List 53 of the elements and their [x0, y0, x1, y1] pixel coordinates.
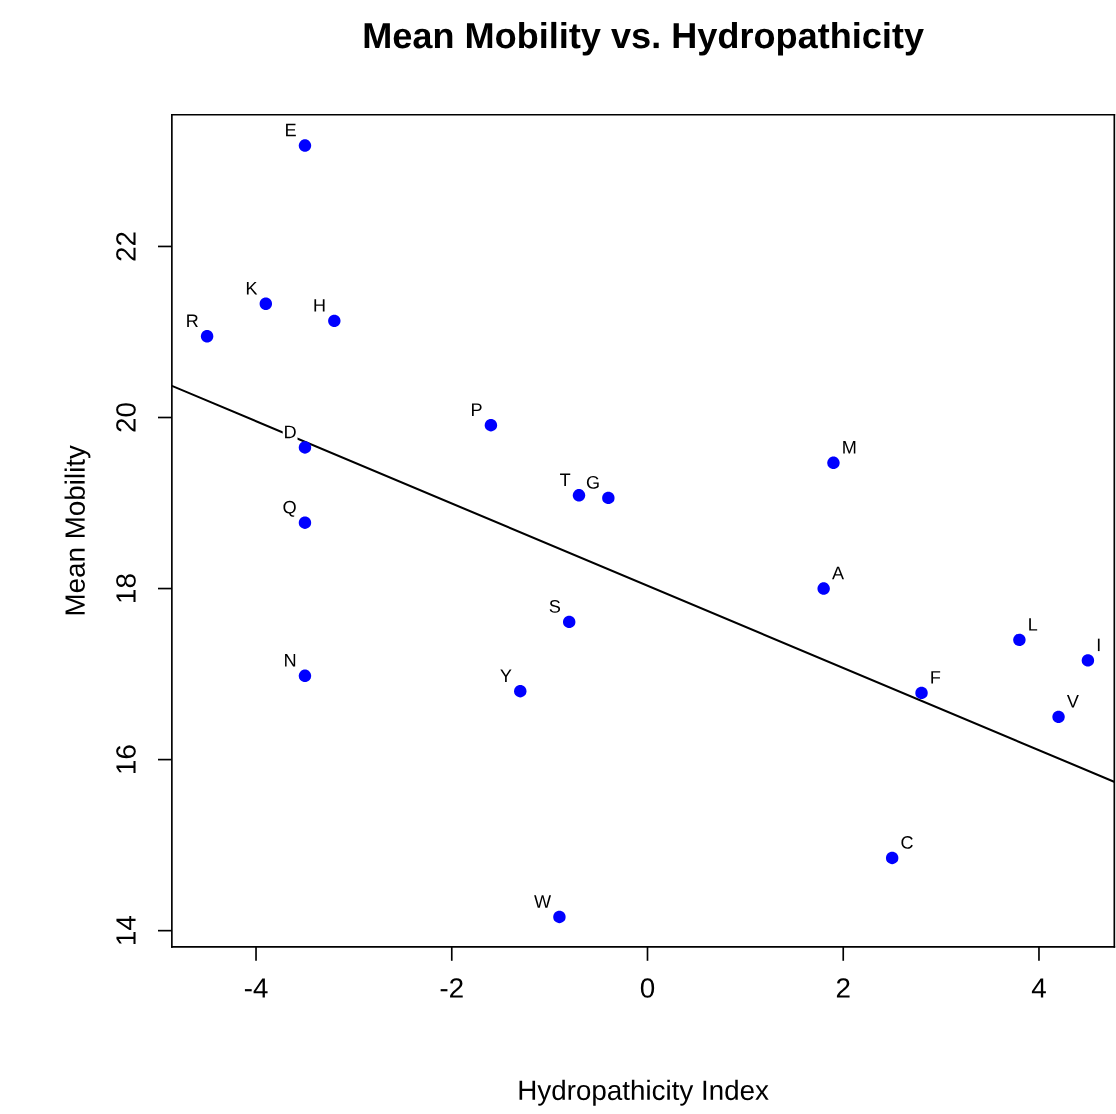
point — [827, 456, 840, 470]
point — [259, 297, 273, 310]
annotation: C — [901, 836, 913, 849]
y-tick-label: 16 — [116, 745, 136, 773]
point — [298, 669, 312, 682]
annotation: G — [586, 475, 599, 489]
point — [298, 139, 312, 152]
point — [1052, 710, 1065, 724]
x-tick-label: 0 — [640, 978, 655, 998]
y-axis-title: Mean Mobility — [64, 445, 91, 615]
y-tick-label: 20 — [116, 403, 136, 432]
annotation: L — [1029, 618, 1038, 631]
x-tick-label: -4 — [244, 978, 268, 998]
annotation: D — [285, 425, 296, 439]
x-tick-label: -2 — [440, 978, 463, 998]
point — [328, 314, 341, 328]
annotation: H — [314, 299, 325, 312]
annotation: A — [832, 566, 844, 580]
point — [602, 491, 615, 505]
chart-title: Mean Mobility vs. Hydropathicity — [364, 21, 924, 56]
point — [298, 516, 312, 529]
annotation: F — [931, 671, 941, 684]
annotation: K — [246, 282, 258, 295]
annotation: V — [1066, 695, 1079, 708]
annotation: S — [549, 600, 561, 613]
y-tick-label: 18 — [116, 574, 136, 602]
annotation: M — [843, 441, 856, 454]
point — [885, 851, 899, 865]
point — [572, 489, 586, 502]
annotation: P — [472, 403, 482, 416]
x-axis-title: Hydropathicity Index — [519, 1079, 769, 1106]
annotation: T — [560, 473, 571, 487]
annotation: E — [286, 123, 296, 137]
y-tick-label: 22 — [116, 232, 136, 261]
x-tick-label: 4 — [1031, 978, 1046, 998]
annotation: N — [285, 654, 296, 667]
annotation: Q — [283, 500, 296, 517]
point — [817, 582, 830, 595]
point — [298, 441, 312, 454]
annotation: R — [187, 314, 198, 327]
point — [553, 910, 566, 924]
point — [1013, 633, 1026, 647]
point — [200, 330, 214, 343]
point — [1081, 654, 1095, 667]
point — [562, 615, 576, 629]
point — [484, 418, 498, 432]
y-tick-label: 14 — [116, 916, 136, 944]
point — [514, 684, 527, 698]
point — [915, 686, 928, 700]
annotation: I — [1097, 638, 1100, 652]
annotation: Y — [500, 669, 512, 682]
x-tick-label: 2 — [836, 978, 850, 998]
annotation: W — [534, 895, 552, 908]
